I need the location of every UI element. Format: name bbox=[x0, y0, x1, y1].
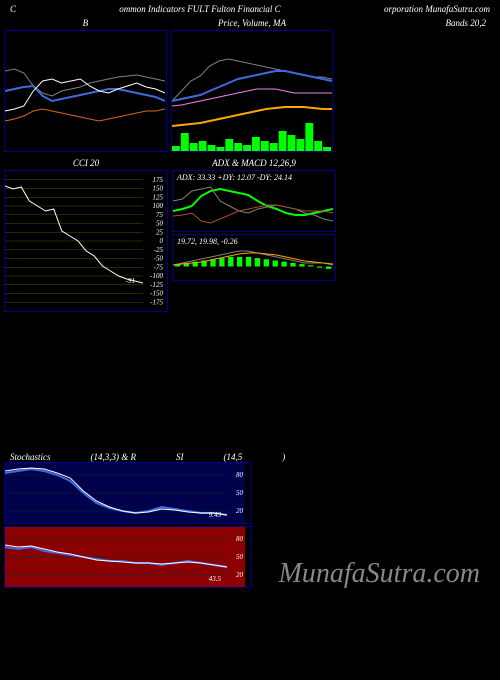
cci-title: CCI 20 bbox=[4, 158, 168, 168]
svg-text:75: 75 bbox=[156, 211, 164, 219]
svg-text:80: 80 bbox=[236, 471, 244, 479]
panel-cci: CCI 20 1751501251007550250-25-50-75-100-… bbox=[4, 158, 168, 312]
svg-text:-150: -150 bbox=[150, 290, 163, 298]
panel-bbands-label: Bands 20,2 bbox=[337, 18, 496, 152]
row-bottom: 80 50 20 9.43 80 50 20 43.5 bbox=[0, 462, 256, 588]
chart-rsi: 80 50 20 43.5 bbox=[5, 527, 245, 587]
header-left: C bbox=[10, 4, 16, 14]
svg-text:43.5: 43.5 bbox=[209, 575, 222, 583]
stoch-label: Stochastics bbox=[10, 452, 51, 462]
chart-bbands bbox=[5, 31, 165, 151]
row-mid: CCI 20 1751501251007550250-25-50-75-100-… bbox=[0, 158, 500, 312]
stoch-params: (14,3,3) & R bbox=[91, 452, 137, 462]
svg-text:-100: -100 bbox=[150, 272, 163, 280]
chart-cci: 1751501251007550250-25-50-75-100-125-150… bbox=[5, 171, 165, 311]
price-title: Price, Volume, MA bbox=[171, 18, 334, 28]
panel-stoch: 80 50 20 9.43 bbox=[4, 462, 252, 524]
stoch-header: Stochastics (14,3,3) & R SI (14,5 ) bbox=[0, 452, 500, 462]
svg-text:50: 50 bbox=[236, 489, 244, 497]
rsi-label: SI bbox=[176, 452, 184, 462]
panel-bbands: B bbox=[4, 18, 167, 152]
svg-text:150: 150 bbox=[153, 185, 164, 193]
svg-text:50: 50 bbox=[236, 553, 244, 561]
header-center: ommon Indicators FULT Fulton Financial C bbox=[119, 4, 280, 14]
svg-text:125: 125 bbox=[153, 193, 164, 201]
svg-text:20: 20 bbox=[236, 507, 244, 515]
bbands-title: B bbox=[4, 18, 167, 28]
svg-text:100: 100 bbox=[153, 202, 164, 210]
svg-text:50: 50 bbox=[156, 220, 164, 228]
adx-title: ADX & MACD 12,26,9 bbox=[172, 158, 336, 168]
svg-text:0: 0 bbox=[160, 237, 164, 245]
chart-price bbox=[172, 31, 332, 151]
svg-text:175: 175 bbox=[153, 176, 164, 184]
macd-info: 19.72, 19.98, -0.26 bbox=[177, 237, 238, 246]
svg-text:25: 25 bbox=[156, 228, 164, 236]
panel-adx-macd: ADX & MACD 12,26,9 ADX: 33.33 +DY: 12.07… bbox=[172, 158, 336, 312]
spacer bbox=[0, 312, 500, 452]
rsi-params: (14,5 bbox=[224, 452, 243, 462]
svg-text:-175: -175 bbox=[150, 298, 163, 306]
adx-info: ADX: 33.33 +DY: 12.07 -DY: 24.14 bbox=[177, 173, 292, 182]
page-header: C ommon Indicators FULT Fulton Financial… bbox=[0, 0, 500, 18]
chart-stoch: 80 50 20 9.43 bbox=[5, 463, 245, 523]
svg-text:-25: -25 bbox=[154, 246, 164, 254]
rsi-params2: ) bbox=[282, 452, 285, 462]
svg-text:-91: -91 bbox=[126, 277, 135, 285]
svg-text:-125: -125 bbox=[150, 281, 163, 289]
panel-price: Price, Volume, MA bbox=[171, 18, 334, 152]
header-right: orporation MunafaSutra.com bbox=[384, 4, 490, 14]
watermark: MunafaSutra.com bbox=[279, 558, 480, 590]
bands-right-title: Bands 20,2 bbox=[337, 18, 496, 28]
svg-text:20: 20 bbox=[236, 571, 244, 579]
panel-rsi: 80 50 20 43.5 bbox=[4, 526, 252, 588]
svg-text:9.43: 9.43 bbox=[209, 511, 222, 519]
svg-text:-50: -50 bbox=[154, 255, 164, 263]
svg-text:80: 80 bbox=[236, 535, 244, 543]
svg-text:-75: -75 bbox=[154, 263, 164, 271]
row-top: B Price, Volume, MA Bands 20,2 bbox=[0, 18, 500, 152]
